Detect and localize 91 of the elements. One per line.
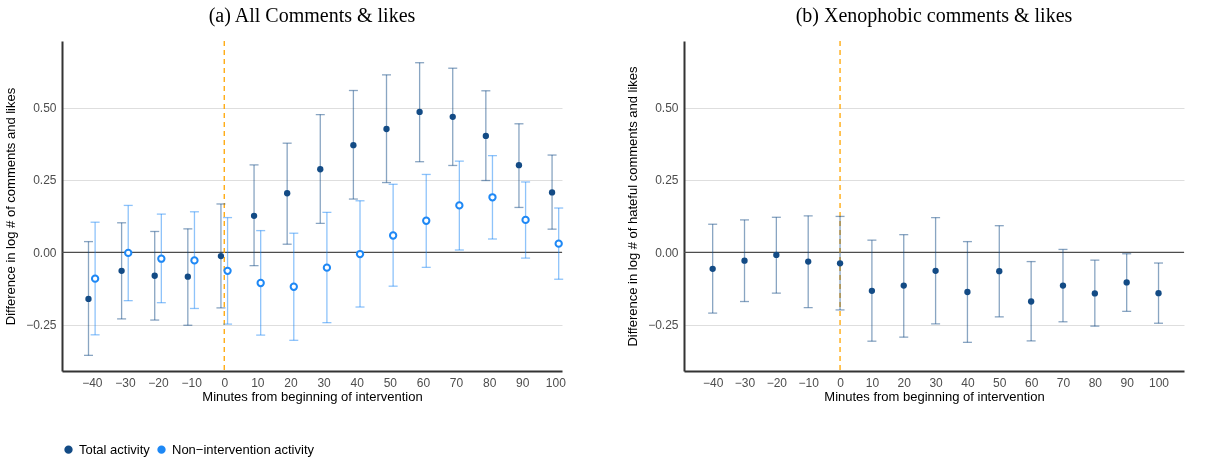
point <box>932 267 939 274</box>
point <box>900 282 907 289</box>
point <box>124 248 133 258</box>
point <box>289 282 298 291</box>
point <box>449 113 456 120</box>
point <box>1059 282 1067 289</box>
point <box>355 249 365 259</box>
chart-title: (a) All Comments & likes <box>208 4 416 28</box>
point <box>521 215 530 225</box>
point <box>868 287 876 294</box>
point <box>250 212 258 219</box>
y-axis-title: Difference in log # of hateful comments and likes <box>625 65 641 347</box>
x-tick-label: 70 <box>449 375 464 390</box>
y-tick-label: 0.50 <box>33 101 57 116</box>
x-tick-label: 70 <box>1056 375 1071 390</box>
x-tick-label: 60 <box>416 375 431 390</box>
x-axis-title: Minutes from beginning of intervention <box>824 388 1045 404</box>
point <box>1027 298 1035 305</box>
x-tick-label: 10 <box>251 375 265 390</box>
point <box>1091 290 1098 297</box>
point <box>741 257 748 264</box>
x-tick-label: −40 <box>82 375 103 390</box>
point <box>217 252 225 260</box>
x-tick-label: 50 <box>383 375 398 390</box>
x-tick-label: 100 <box>1149 375 1170 390</box>
x-tick-label: −10 <box>181 375 203 390</box>
x-tick-label: −20 <box>766 375 788 390</box>
x-tick-label: −30 <box>115 375 136 390</box>
point <box>151 272 158 279</box>
y-tick-label: 0.25 <box>33 173 57 188</box>
x-tick-label: 40 <box>961 375 975 390</box>
point <box>383 125 390 133</box>
x-tick-label: 10 <box>865 375 880 390</box>
x-tick-label: 90 <box>516 375 530 390</box>
point <box>317 166 324 173</box>
x-tick-label: 30 <box>317 375 332 390</box>
x-tick-label: 100 <box>545 375 567 390</box>
point <box>964 288 971 296</box>
point <box>157 254 166 263</box>
point <box>90 274 100 283</box>
point <box>805 258 812 265</box>
x-tick-label: 80 <box>482 375 497 390</box>
point <box>554 239 563 248</box>
point <box>184 273 191 280</box>
point <box>85 295 92 303</box>
y-tick-label: −0.25 <box>26 318 57 333</box>
x-tick-label: 30 <box>929 375 944 390</box>
point <box>322 263 332 272</box>
point <box>482 132 489 140</box>
x-tick-label: −20 <box>148 375 170 390</box>
point <box>422 216 431 225</box>
point <box>284 190 291 197</box>
y-axis-title: Difference in log # of comments and likes <box>3 87 19 326</box>
point <box>455 201 464 210</box>
point <box>118 267 125 274</box>
x-tick-label: 20 <box>897 375 912 390</box>
point <box>190 256 199 265</box>
x-tick-label: 20 <box>284 375 298 390</box>
point <box>548 189 556 196</box>
y-tick-label: 0.00 <box>655 245 679 260</box>
y-tick-label: 0.25 <box>655 173 679 188</box>
point <box>488 193 497 202</box>
point <box>996 267 1003 275</box>
x-tick-label: 50 <box>993 375 1007 390</box>
point <box>836 260 844 267</box>
x-tick-label: 60 <box>1024 375 1039 390</box>
x-tick-label: −30 <box>734 375 756 390</box>
x-tick-label: 40 <box>350 375 365 390</box>
point <box>1123 279 1130 286</box>
point <box>709 265 716 272</box>
legend-label: Non−intervention activity <box>172 441 315 457</box>
y-tick-label: −0.25 <box>648 318 679 333</box>
y-tick-label: 0.50 <box>655 101 679 116</box>
x-tick-label: −40 <box>702 375 724 390</box>
x-axis-title: Minutes from beginning of intervention <box>202 388 423 404</box>
legend-label: Total activity <box>79 441 151 457</box>
point <box>256 278 265 288</box>
point <box>350 142 357 149</box>
point <box>223 266 232 275</box>
x-tick-label: 80 <box>1088 375 1103 390</box>
point <box>773 251 780 259</box>
x-tick-label: 0 <box>221 375 229 390</box>
x-tick-label: 0 <box>837 375 845 390</box>
chart-title: (b) Xenophobic comments & likes <box>795 4 1073 28</box>
point <box>388 231 398 240</box>
point <box>515 162 523 169</box>
x-tick-label: −10 <box>798 375 820 390</box>
y-tick-label: 0.00 <box>33 245 57 260</box>
x-tick-label: 90 <box>1120 375 1135 390</box>
point <box>416 108 423 116</box>
point <box>1155 289 1162 297</box>
